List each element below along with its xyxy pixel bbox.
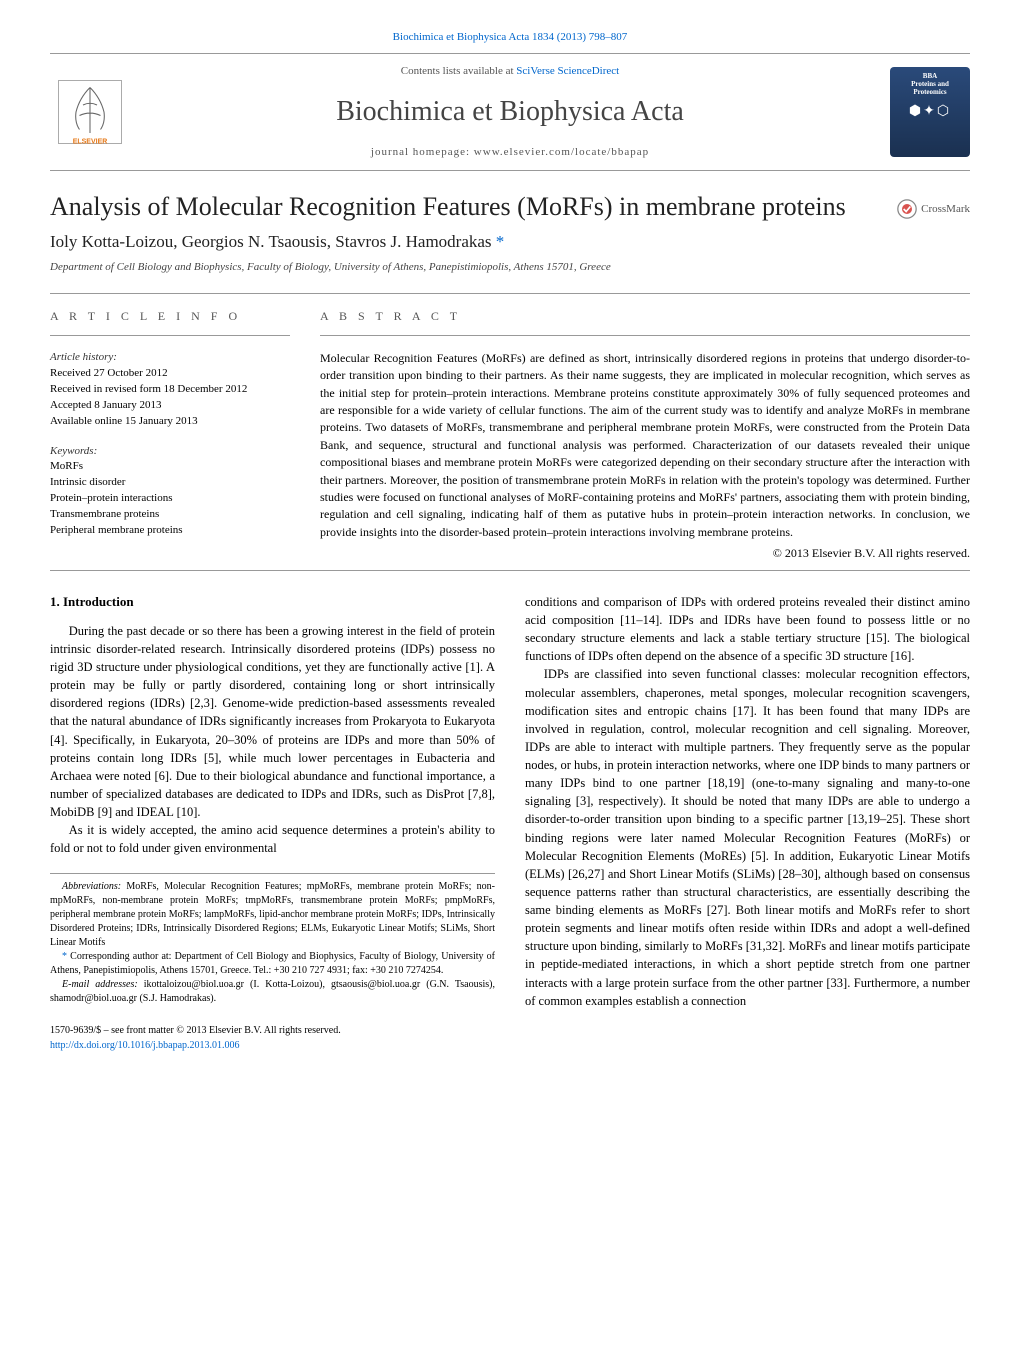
crossmark-icon [897, 199, 917, 219]
divider [50, 293, 970, 294]
journal-cover-subtitle: Proteins and Proteomics [896, 81, 964, 96]
divider [50, 570, 970, 571]
footer-meta: 1570-9639/$ – see front matter © 2013 El… [50, 1024, 495, 1053]
journal-homepage: journal homepage: www.elsevier.com/locat… [130, 145, 890, 160]
crossmark-badge[interactable]: CrossMark [897, 199, 970, 219]
keyword: Transmembrane proteins [50, 507, 290, 523]
masthead-center: Contents lists available at SciVerse Sci… [130, 64, 890, 160]
right-column: conditions and comparison of IDPs with o… [525, 593, 970, 1053]
title-row: Analysis of Molecular Recognition Featur… [50, 191, 970, 224]
keywords-block: Keywords: MoRFs Intrinsic disorder Prote… [50, 444, 290, 540]
elsevier-tree-icon: ELSEVIER [55, 77, 125, 147]
article-info-label: A R T I C L E I N F O [50, 308, 290, 325]
history-accepted: Accepted 8 January 2013 [50, 398, 290, 414]
running-head: Biochimica et Biophysica Acta 1834 (2013… [50, 30, 970, 45]
contents-list-line: Contents lists available at SciVerse Sci… [130, 64, 890, 79]
affiliation: Department of Cell Biology and Biophysic… [50, 260, 970, 275]
keywords-heading: Keywords: [50, 444, 290, 460]
corresponding-mark-icon: * [496, 232, 505, 251]
keyword: Protein–protein interactions [50, 491, 290, 507]
body-paragraph: IDPs are classified into seven functiona… [525, 665, 970, 1009]
abstract-label: A B S T R A C T [320, 308, 970, 325]
body-paragraph: As it is widely accepted, the amino acid… [50, 821, 495, 857]
section-heading-intro: 1. Introduction [50, 593, 495, 612]
contents-list-pre: Contents lists available at [401, 65, 516, 77]
history-online: Available online 15 January 2013 [50, 414, 290, 430]
journal-cover-decor: ⬢✦⬡ [909, 102, 951, 122]
corresponding-text: Corresponding author at: Department of C… [50, 951, 495, 976]
publisher-logo: ELSEVIER [50, 72, 130, 152]
abstract-copyright: © 2013 Elsevier B.V. All rights reserved… [320, 545, 970, 562]
masthead: ELSEVIER Contents lists available at Sci… [50, 53, 970, 171]
email-footnote: E-mail addresses: ikottaloizou@biol.uoa.… [50, 978, 495, 1006]
history-revised: Received in revised form 18 December 201… [50, 382, 290, 398]
journal-cover-icon: BBA Proteins and Proteomics ⬢✦⬡ [890, 67, 970, 157]
history-received: Received 27 October 2012 [50, 366, 290, 382]
divider [50, 335, 290, 336]
abstract-column: A B S T R A C T Molecular Recognition Fe… [320, 308, 970, 562]
divider [320, 335, 970, 336]
abbrev-label: Abbreviations: [62, 881, 121, 892]
history-heading: Article history: [50, 350, 290, 366]
svg-text:ELSEVIER: ELSEVIER [73, 139, 108, 146]
keyword: Peripheral membrane proteins [50, 523, 290, 539]
authors-names: Ioly Kotta-Loizou, Georgios N. Tsaousis,… [50, 232, 492, 251]
meta-abstract-row: A R T I C L E I N F O Article history: R… [50, 308, 970, 562]
keyword: MoRFs [50, 459, 290, 475]
body-paragraph: conditions and comparison of IDPs with o… [525, 593, 970, 666]
journal-name: Biochimica et Biophysica Acta [130, 92, 890, 131]
article-info-column: A R T I C L E I N F O Article history: R… [50, 308, 290, 562]
body-paragraph: During the past decade or so there has b… [50, 622, 495, 821]
body-columns: 1. Introduction During the past decade o… [50, 593, 970, 1053]
email-label: E-mail addresses: [62, 979, 138, 990]
abbreviations-footnote: Abbreviations: MoRFs, Molecular Recognit… [50, 880, 495, 950]
sciencedirect-link[interactable]: SciVerse ScienceDirect [516, 65, 619, 77]
corresponding-footnote: * Corresponding author at: Department of… [50, 950, 495, 978]
crossmark-label: CrossMark [921, 202, 970, 217]
authors-line: Ioly Kotta-Loizou, Georgios N. Tsaousis,… [50, 230, 970, 254]
doi-link[interactable]: http://dx.doi.org/10.1016/j.bbapap.2013.… [50, 1039, 495, 1054]
keyword: Intrinsic disorder [50, 475, 290, 491]
abstract-text: Molecular Recognition Features (MoRFs) a… [320, 350, 970, 541]
issn-line: 1570-9639/$ – see front matter © 2013 El… [50, 1024, 495, 1039]
footnotes: Abbreviations: MoRFs, Molecular Recognit… [50, 873, 495, 1006]
left-column: 1. Introduction During the past decade o… [50, 593, 495, 1053]
article-title: Analysis of Molecular Recognition Featur… [50, 191, 897, 224]
article-history: Article history: Received 27 October 201… [50, 350, 290, 430]
